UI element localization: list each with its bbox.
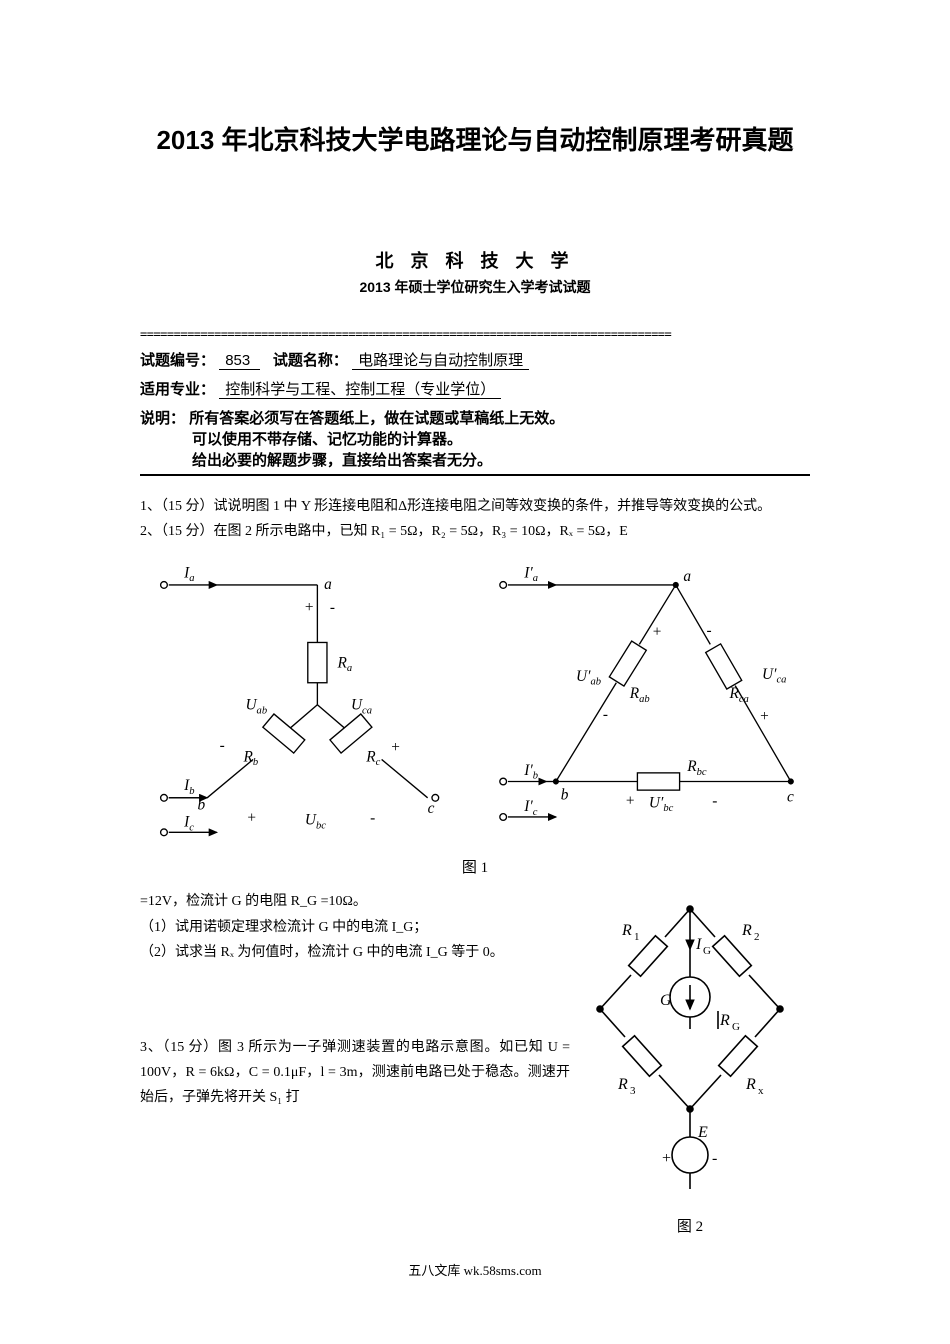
q2-line-1: =12V，检流计 G 的电阻 R_G =10Ω。: [140, 889, 570, 914]
code-label: 试题编号：: [140, 352, 215, 369]
svg-text:G: G: [732, 1021, 740, 1033]
figure-2-caption: 图 2: [570, 1215, 810, 1236]
svg-text:3: 3: [630, 1085, 636, 1097]
svg-text:G: G: [703, 945, 711, 957]
svg-text:+: +: [662, 1150, 671, 1167]
svg-text:E: E: [697, 1124, 708, 1141]
meta-major-line: 适用专业： 控制科学与工程、控制工程（专业学位）: [140, 378, 810, 399]
svg-text:R: R: [621, 922, 632, 939]
svg-text:G: G: [660, 992, 672, 1009]
svg-text:Rab: Rab: [629, 685, 650, 705]
svg-text:a: a: [683, 568, 691, 585]
svg-text:c: c: [428, 801, 435, 818]
svg-text:-: -: [712, 793, 717, 810]
figure-1-row: Ia a + - Ra Uab Uca Rb Rc - + b c Ib Ic …: [140, 550, 810, 850]
svg-text:I: I: [695, 936, 702, 953]
figure-2-bridge: R1 R2 IG G RG R3 Rx E + -: [570, 889, 810, 1209]
figure-1-caption: 图 1: [140, 856, 810, 877]
notes-line-1: 所有答案必须写在答题纸上，做在试题或草稿纸上无效。: [189, 410, 564, 427]
svg-text:1: 1: [634, 931, 640, 943]
svg-text:Uab: Uab: [245, 697, 267, 717]
major-value: 控制科学与工程、控制工程（专业学位）: [219, 381, 501, 399]
svg-text:Rc: Rc: [365, 749, 380, 769]
svg-text:I′c: I′c: [523, 799, 537, 819]
name-label: 试题名称：: [273, 352, 348, 369]
svg-text:-: -: [370, 810, 375, 827]
question-3: 3、（15 分）图 3 所示为一子弹测速装置的电路示意图。如已知 U = 100…: [140, 1035, 570, 1111]
notes-head: 说明：: [140, 410, 185, 427]
exam-subtitle: 2013 年硕士学位研究生入学考试试题: [140, 277, 810, 297]
question-2-text: =12V，检流计 G 的电阻 R_G =10Ω。 （1）试用诺顿定理求检流计 G…: [140, 889, 570, 1110]
separator-line: ========================================…: [140, 327, 810, 341]
notes-line-2: 可以使用不带存储、记忆功能的计算器。: [192, 428, 810, 449]
name-value: 电路理论与自动控制原理: [352, 352, 529, 370]
svg-text:U′bc: U′bc: [649, 795, 674, 815]
svg-text:Ib: Ib: [183, 778, 194, 798]
major-label: 适用专业：: [140, 381, 215, 398]
svg-text:Rb: Rb: [243, 749, 259, 769]
svg-text:b: b: [198, 797, 206, 814]
svg-text:Rca: Rca: [728, 685, 748, 705]
question-2-split: =12V，检流计 G 的电阻 R_G =10Ω。 （1）试用诺顿定理求检流计 G…: [140, 889, 810, 1248]
svg-text:+: +: [626, 793, 635, 810]
svg-text:-: -: [220, 737, 225, 754]
svg-text:x: x: [758, 1085, 764, 1097]
page-footer: 五八文库 wk.58sms.com: [140, 1260, 810, 1279]
svg-text:a: a: [324, 576, 332, 593]
svg-text:Ra: Ra: [337, 655, 353, 675]
svg-text:R: R: [617, 1076, 628, 1093]
figure-2-wrap: R1 R2 IG G RG R3 Rx E + - 图 2: [570, 889, 810, 1248]
svg-text:R: R: [741, 922, 752, 939]
svg-text:2: 2: [754, 931, 760, 943]
exam-page: 2013 年北京科技大学电路理论与自动控制原理考研真题 北 京 科 技 大 学 …: [0, 0, 950, 1319]
university-name: 北 京 科 技 大 学: [140, 247, 810, 273]
svg-text:-: -: [330, 599, 335, 616]
svg-text:+: +: [760, 708, 769, 725]
divider: [140, 474, 810, 476]
svg-text:-: -: [706, 622, 711, 639]
svg-text:-: -: [712, 1150, 717, 1167]
figure-1-y: Ia a + - Ra Uab Uca Rb Rc - + b c Ib Ic …: [140, 550, 466, 850]
svg-text:I′a: I′a: [523, 565, 538, 585]
q2-line-3: （2）试求当 Rₓ 为何值时，检流计 G 中的电流 I_G 等于 0。: [140, 940, 570, 965]
svg-text:Uca: Uca: [351, 697, 372, 717]
svg-text:Ic: Ic: [183, 814, 194, 834]
code-value: 853: [219, 352, 260, 370]
svg-text:c: c: [787, 789, 794, 806]
question-2-part-a: 2、（15 分）在图 2 所示电路中，已知 R₁ = 5Ω，R₂ = 5Ω，R₃…: [140, 519, 810, 544]
figure-1-delta: I′a a + - U′ab U′ca Rab Rca - + I′b b c …: [484, 550, 810, 850]
svg-text:+: +: [653, 624, 662, 641]
svg-text:U′ab: U′ab: [576, 668, 601, 688]
svg-text:-: -: [603, 707, 608, 724]
svg-text:R: R: [719, 1012, 730, 1029]
svg-text:U′ca: U′ca: [762, 666, 786, 686]
notes-line-3: 给出必要的解题步骤，直接给出答案者无分。: [192, 449, 810, 470]
page-title: 2013 年北京科技大学电路理论与自动控制原理考研真题: [140, 120, 810, 157]
svg-text:+: +: [391, 739, 400, 756]
meta-code-line: 试题编号： 853 试题名称： 电路理论与自动控制原理: [140, 349, 810, 370]
svg-text:+: +: [247, 810, 256, 827]
svg-text:b: b: [561, 787, 569, 804]
svg-text:Ia: Ia: [183, 565, 194, 585]
svg-text:I′b: I′b: [523, 762, 538, 782]
svg-text:Rbc: Rbc: [686, 758, 707, 778]
q2-line-2: （1）试用诺顿定理求检流计 G 中的电流 I_G；: [140, 915, 570, 940]
svg-text:R: R: [745, 1076, 756, 1093]
notes-block: 说明： 所有答案必须写在答题纸上，做在试题或草稿纸上无效。 可以使用不带存储、记…: [140, 407, 810, 470]
question-1: 1、（15 分）试说明图 1 中 Y 形连接电阻和Δ形连接电阻之间等效变换的条件…: [140, 494, 810, 519]
svg-text:Ubc: Ubc: [305, 812, 326, 832]
svg-text:+: +: [305, 599, 314, 616]
